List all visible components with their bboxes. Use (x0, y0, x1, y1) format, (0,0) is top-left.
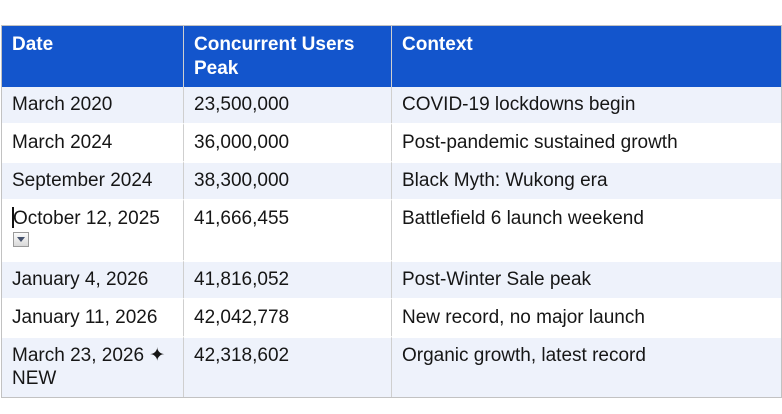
cell-date[interactable]: January 11, 2026 (2, 298, 184, 336)
cell-date[interactable]: March 2024 (2, 123, 184, 161)
cell-peak[interactable]: 38,300,000 (184, 161, 392, 199)
cell-context[interactable]: New record, no major launch (392, 298, 781, 336)
page: Date Concurrent Users Peak Context March… (0, 25, 782, 414)
cell-peak[interactable]: 42,318,602 (184, 336, 392, 397)
table-header: Date Concurrent Users Peak Context (2, 26, 781, 87)
text-caret (12, 207, 14, 228)
cell-peak[interactable]: 42,042,778 (184, 298, 392, 336)
table-row: September 2024 38,300,000 Black Myth: Wu… (2, 161, 781, 199)
cell-date[interactable]: September 2024 (2, 161, 184, 199)
column-header-date: Date (2, 26, 184, 87)
cell-context[interactable]: Post-pandemic sustained growth (392, 123, 781, 161)
table-body: March 2020 23,500,000 COVID-19 lockdowns… (2, 87, 781, 397)
cell-context[interactable]: COVID-19 lockdowns begin (392, 87, 781, 123)
cell-context[interactable]: Battlefield 6 launch weekend (392, 199, 781, 260)
cell-peak[interactable]: 41,816,052 (184, 260, 392, 298)
cell-date[interactable]: March 2020 (2, 87, 184, 123)
cell-context[interactable]: Organic growth, latest record (392, 336, 781, 397)
chevron-down-icon (17, 237, 25, 242)
header-row: Date Concurrent Users Peak Context (2, 26, 781, 87)
table-row: March 2024 36,000,000 Post-pandemic sust… (2, 123, 781, 161)
cell-text: October 12, 2025 (13, 208, 160, 229)
cell-date[interactable]: January 4, 2026 (2, 260, 184, 298)
cell-peak[interactable]: 41,666,455 (184, 199, 392, 260)
cell-date[interactable]: March 23, 2026 ✦ NEW (2, 336, 184, 397)
table-row: January 4, 2026 41,816,052 Post-Winter S… (2, 260, 781, 298)
column-header-context: Context (392, 26, 781, 87)
cell-date-editing[interactable]: October 12, 2025 (2, 199, 184, 260)
table-row: March 23, 2026 ✦ NEW 42,318,602 Organic … (2, 336, 781, 397)
column-header-peak: Concurrent Users Peak (184, 26, 392, 87)
cell-context[interactable]: Black Myth: Wukong era (392, 161, 781, 199)
cell-peak[interactable]: 36,000,000 (184, 123, 392, 161)
cell-dropdown-button[interactable] (13, 232, 29, 247)
table-row: January 11, 2026 42,042,778 New record, … (2, 298, 781, 336)
cell-peak[interactable]: 23,500,000 (184, 87, 392, 123)
cell-context[interactable]: Post-Winter Sale peak (392, 260, 781, 298)
steam-concurrent-users-table: Date Concurrent Users Peak Context March… (1, 25, 782, 398)
table-row: October 12, 2025 41,666,455 Battlefield … (2, 199, 781, 260)
table-row: March 2020 23,500,000 COVID-19 lockdowns… (2, 87, 781, 123)
footnote: ✦ = Record confirmed by SteamDB data via… (6, 411, 782, 414)
